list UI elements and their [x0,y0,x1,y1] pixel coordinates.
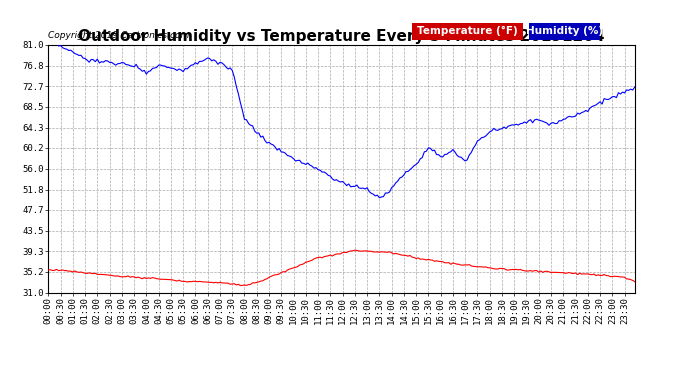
Text: Temperature (°F): Temperature (°F) [417,26,518,36]
Text: Copyright 2019 Cartronics.com: Copyright 2019 Cartronics.com [48,32,190,40]
FancyBboxPatch shape [412,23,524,40]
Text: Humidity (%): Humidity (%) [526,26,603,36]
FancyBboxPatch shape [529,23,600,40]
Title: Outdoor Humidity vs Temperature Every 5 Minutes 20191204: Outdoor Humidity vs Temperature Every 5 … [78,29,605,44]
